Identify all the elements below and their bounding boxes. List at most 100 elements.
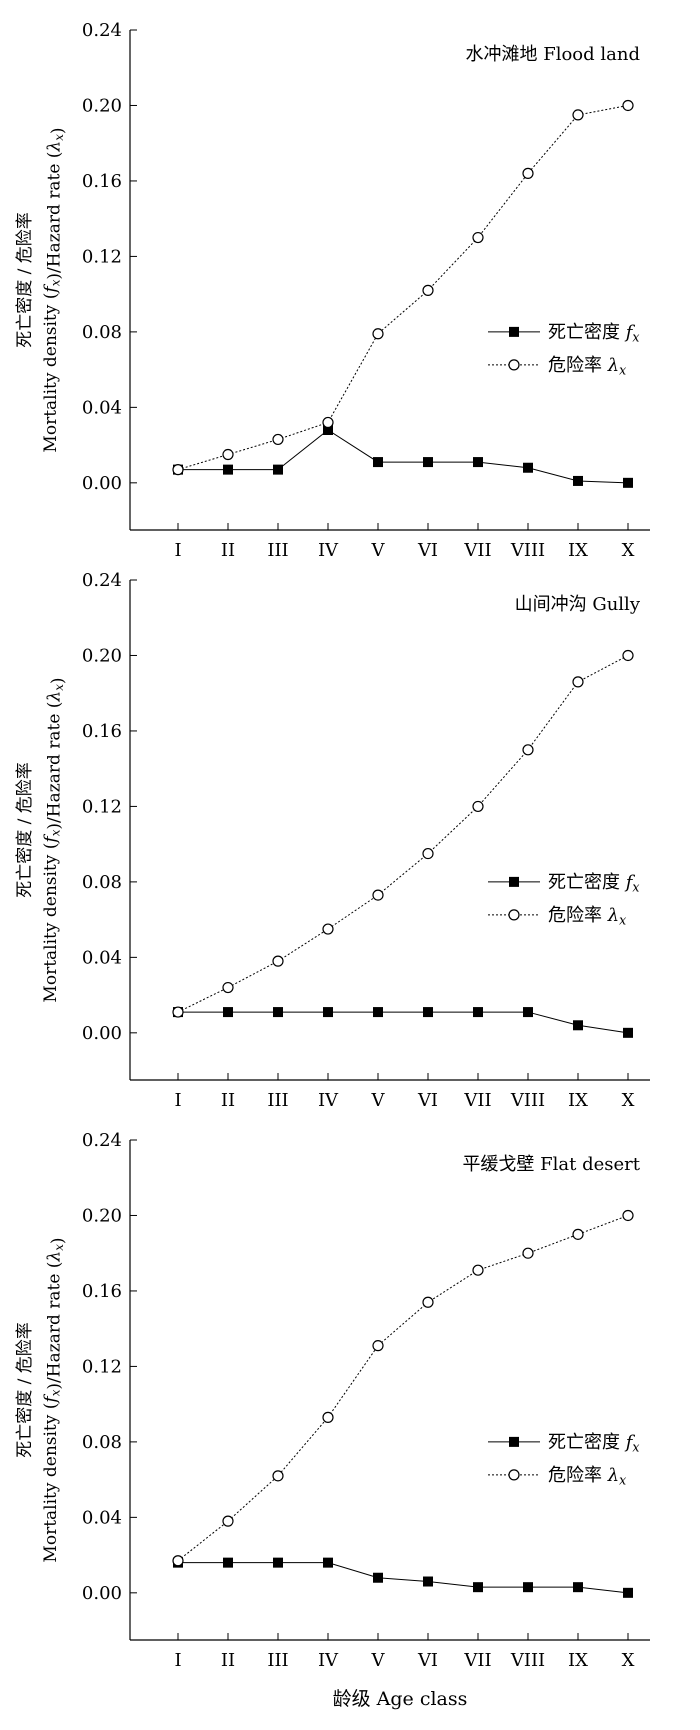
hazard-point bbox=[372, 328, 384, 340]
x-tick-label: IV bbox=[318, 540, 339, 561]
density-point bbox=[573, 1020, 583, 1031]
legend-density-label: 死亡密度 fx bbox=[548, 1432, 640, 1455]
x-tick-label: V bbox=[371, 540, 386, 561]
hazard-point bbox=[372, 1340, 384, 1352]
density-point bbox=[623, 1587, 633, 1598]
hazard-series-line bbox=[177, 655, 629, 1013]
hazard-point bbox=[172, 1006, 184, 1018]
y-tick-label: 0.24 bbox=[82, 1130, 122, 1151]
y-axis-label-en: Mortality density (fx)/Hazard rate (λx) bbox=[41, 127, 68, 452]
legend-hazard-marker bbox=[508, 909, 520, 921]
hazard-point bbox=[172, 1555, 184, 1567]
density-point bbox=[323, 1557, 333, 1568]
legend-hazard-marker bbox=[508, 1469, 520, 1481]
legend-density-label: 死亡密度 fx bbox=[548, 322, 640, 345]
hazard-point bbox=[422, 284, 434, 296]
hazard-point bbox=[172, 464, 184, 476]
chart-panel-1: 0.000.040.080.120.160.200.24I II III IV V VI V… bbox=[15, 20, 650, 561]
x-tick-label: IV bbox=[318, 1090, 339, 1111]
y-tick-label: 0.08 bbox=[82, 1432, 122, 1453]
y-tick-label: 0.04 bbox=[82, 947, 122, 968]
hazard-point bbox=[222, 981, 234, 994]
y-tick-label: 0.00 bbox=[82, 473, 122, 494]
density-point bbox=[373, 1007, 383, 1018]
hazard-point bbox=[372, 889, 384, 901]
y-tick-label: 0.20 bbox=[82, 1205, 122, 1226]
hazard-point bbox=[572, 1228, 584, 1240]
panel-title: 平缓戈壁 Flat desert bbox=[462, 1154, 640, 1175]
x-tick-label: IV bbox=[318, 1650, 339, 1671]
density-point bbox=[473, 1007, 483, 1018]
hazard-point bbox=[222, 1515, 234, 1527]
hazard-point bbox=[472, 1264, 484, 1276]
legend-hazard-label: 危险率 λx bbox=[548, 1465, 626, 1488]
y-tick-label: 0.04 bbox=[82, 397, 122, 418]
x-tick-label: II bbox=[221, 1650, 235, 1671]
x-tick-label: X bbox=[622, 540, 635, 561]
density-point bbox=[423, 457, 433, 468]
x-tick-label: II bbox=[221, 540, 235, 561]
y-tick-label: 0.08 bbox=[82, 322, 122, 343]
density-point bbox=[323, 1007, 333, 1018]
x-tick-label: III bbox=[267, 1090, 288, 1111]
legend-hazard-label: 危险率 λx bbox=[548, 355, 626, 378]
y-tick-label: 0.16 bbox=[82, 171, 122, 192]
panel-title: 山间冲沟 Gully bbox=[515, 594, 641, 615]
density-point bbox=[423, 1007, 433, 1018]
panel-title: 水冲滩地 Flood land bbox=[466, 44, 641, 65]
hazard-point bbox=[322, 1411, 334, 1423]
density-point bbox=[573, 475, 583, 486]
y-tick-label: 0.20 bbox=[82, 95, 122, 116]
hazard-series-line bbox=[177, 1215, 629, 1562]
density-point bbox=[623, 1027, 633, 1038]
hazard-point bbox=[622, 1209, 634, 1222]
x-tick-label: III bbox=[267, 1650, 288, 1671]
x-tick-label: V bbox=[371, 1650, 386, 1671]
x-axis-label: 龄级 Age class bbox=[333, 1688, 468, 1710]
density-point bbox=[373, 457, 383, 468]
x-tick-label: X bbox=[622, 1650, 635, 1671]
hazard-point bbox=[472, 800, 484, 813]
density-series-line bbox=[178, 1562, 629, 1594]
x-tick-label: V bbox=[371, 1090, 386, 1111]
hazard-point bbox=[422, 847, 434, 860]
y-tick-label: 0.04 bbox=[82, 1507, 122, 1528]
density-point bbox=[273, 1007, 283, 1018]
y-tick-label: 0.12 bbox=[82, 796, 122, 817]
x-tick-label: VI bbox=[417, 1650, 438, 1671]
density-point bbox=[623, 477, 633, 488]
hazard-point bbox=[522, 1247, 534, 1259]
density-series-line bbox=[178, 1011, 629, 1034]
density-point bbox=[273, 1557, 283, 1568]
y-axis-label-en: Mortality density (fx)/Hazard rate (λx) bbox=[41, 1237, 68, 1562]
density-point bbox=[323, 425, 333, 435]
x-tick-label: VIII bbox=[510, 540, 545, 561]
density-point bbox=[223, 1007, 233, 1018]
y-axis-label-en: Mortality density (fx)/Hazard rate (λx) bbox=[41, 677, 68, 1002]
y-axis-label-cn: 死亡密度 / 危险率 bbox=[15, 762, 35, 898]
y-tick-label: 0.24 bbox=[82, 570, 122, 591]
hazard-point bbox=[572, 676, 584, 688]
density-point bbox=[273, 464, 283, 475]
y-tick-label: 0.12 bbox=[82, 246, 122, 267]
hazard-point bbox=[622, 99, 634, 112]
hazard-point bbox=[422, 1296, 434, 1308]
x-tick-label: I bbox=[174, 1090, 181, 1111]
x-tick-label: IX bbox=[568, 1650, 588, 1671]
density-point bbox=[573, 1582, 583, 1593]
y-tick-label: 0.16 bbox=[82, 721, 122, 742]
legend-density-marker bbox=[509, 876, 519, 887]
density-point bbox=[473, 1582, 483, 1593]
hazard-point bbox=[622, 649, 634, 662]
hazard-point bbox=[272, 433, 284, 446]
hazard-series-line bbox=[177, 104, 629, 471]
x-tick-label: VI bbox=[417, 1090, 438, 1111]
legend-hazard-marker bbox=[508, 359, 520, 371]
x-tick-label: VI bbox=[417, 540, 438, 561]
density-point bbox=[423, 1576, 433, 1587]
y-tick-label: 0.16 bbox=[82, 1281, 122, 1302]
y-tick-label: 0.00 bbox=[82, 1583, 122, 1604]
density-point bbox=[473, 457, 483, 468]
legend-density-label: 死亡密度 fx bbox=[548, 872, 640, 895]
density-point bbox=[523, 1007, 533, 1018]
